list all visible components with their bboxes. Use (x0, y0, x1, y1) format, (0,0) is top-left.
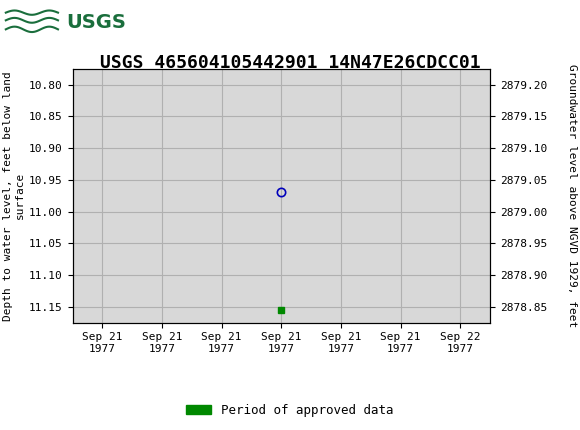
Y-axis label: Groundwater level above NGVD 1929, feet: Groundwater level above NGVD 1929, feet (567, 64, 577, 327)
Text: USGS: USGS (67, 13, 126, 32)
Y-axis label: Depth to water level, feet below land
surface: Depth to water level, feet below land su… (3, 71, 25, 320)
FancyBboxPatch shape (3, 3, 102, 42)
Text: USGS 465604105442901 14N47E26CDCC01: USGS 465604105442901 14N47E26CDCC01 (100, 54, 480, 72)
Legend: Period of approved data: Period of approved data (181, 399, 399, 421)
